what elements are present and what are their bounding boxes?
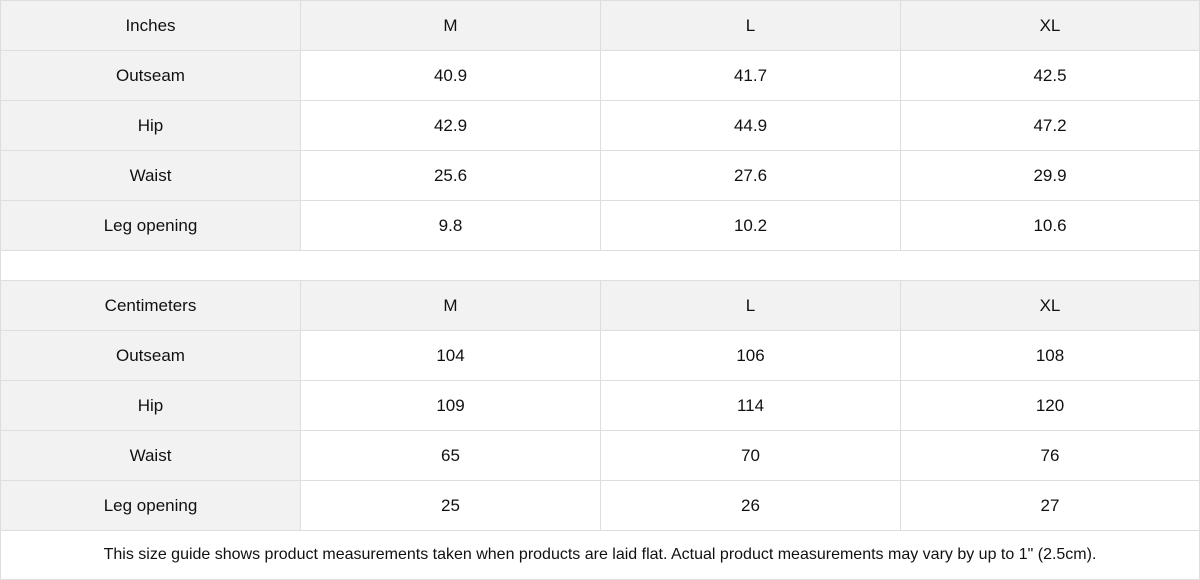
table-row: Hip 42.9 44.9 47.2 — [0, 100, 1200, 150]
table-row: Waist 25.6 27.6 29.9 — [0, 150, 1200, 200]
table-row: Outseam 104 106 108 — [0, 330, 1200, 380]
table-spacer — [0, 250, 1200, 280]
measurement-value: 70 — [600, 430, 900, 480]
size-header: L — [600, 0, 900, 50]
measurement-value: 42.5 — [900, 50, 1200, 100]
table-header-row: Inches M L XL — [0, 0, 1200, 50]
centimeters-size-table: Centimeters M L XL Outseam 104 106 108 Hip 109 114… — [0, 280, 1200, 530]
table-row: Leg opening 9.8 10.2 10.6 — [0, 200, 1200, 250]
measurement-value: 9.8 — [300, 200, 600, 250]
measurement-value: 25.6 — [300, 150, 600, 200]
measurement-value: 76 — [900, 430, 1200, 480]
measurement-value: 120 — [900, 380, 1200, 430]
measurement-label: Outseam — [0, 330, 300, 380]
measurement-value: 47.2 — [900, 100, 1200, 150]
measurement-label: Hip — [0, 380, 300, 430]
table-row: Outseam 40.9 41.7 42.5 — [0, 50, 1200, 100]
measurement-value: 109 — [300, 380, 600, 430]
measurement-value: 10.2 — [600, 200, 900, 250]
measurement-value: 41.7 — [600, 50, 900, 100]
measurement-label: Waist — [0, 430, 300, 480]
size-header: M — [300, 0, 600, 50]
measurement-value: 25 — [300, 480, 600, 530]
measurement-value: 65 — [300, 430, 600, 480]
measurement-value: 26 — [600, 480, 900, 530]
table-row: Waist 65 70 76 — [0, 430, 1200, 480]
size-header: M — [300, 280, 600, 330]
measurement-label: Leg opening — [0, 200, 300, 250]
table-row: Hip 109 114 120 — [0, 380, 1200, 430]
measurement-value: 108 — [900, 330, 1200, 380]
measurement-value: 10.6 — [900, 200, 1200, 250]
measurement-label: Hip — [0, 100, 300, 150]
inches-size-table: Inches M L XL Outseam 40.9 41.7 42.5 Hip 42.9 44.9… — [0, 0, 1200, 250]
measurement-label: Leg opening — [0, 480, 300, 530]
unit-header: Centimeters — [0, 280, 300, 330]
measurement-value: 40.9 — [300, 50, 600, 100]
measurement-label: Outseam — [0, 50, 300, 100]
measurement-value: 27 — [900, 480, 1200, 530]
measurement-value: 114 — [600, 380, 900, 430]
measurement-value: 42.9 — [300, 100, 600, 150]
measurement-value: 106 — [600, 330, 900, 380]
size-header: XL — [900, 280, 1200, 330]
table-row: Leg opening 25 26 27 — [0, 480, 1200, 530]
size-header: XL — [900, 0, 1200, 50]
measurement-label: Waist — [0, 150, 300, 200]
unit-header: Inches — [0, 0, 300, 50]
measurement-value: 44.9 — [600, 100, 900, 150]
size-guide-note: This size guide shows product measuremen… — [0, 530, 1200, 580]
measurement-value: 29.9 — [900, 150, 1200, 200]
table-header-row: Centimeters M L XL — [0, 280, 1200, 330]
measurement-value: 27.6 — [600, 150, 900, 200]
measurement-value: 104 — [300, 330, 600, 380]
size-header: L — [600, 280, 900, 330]
